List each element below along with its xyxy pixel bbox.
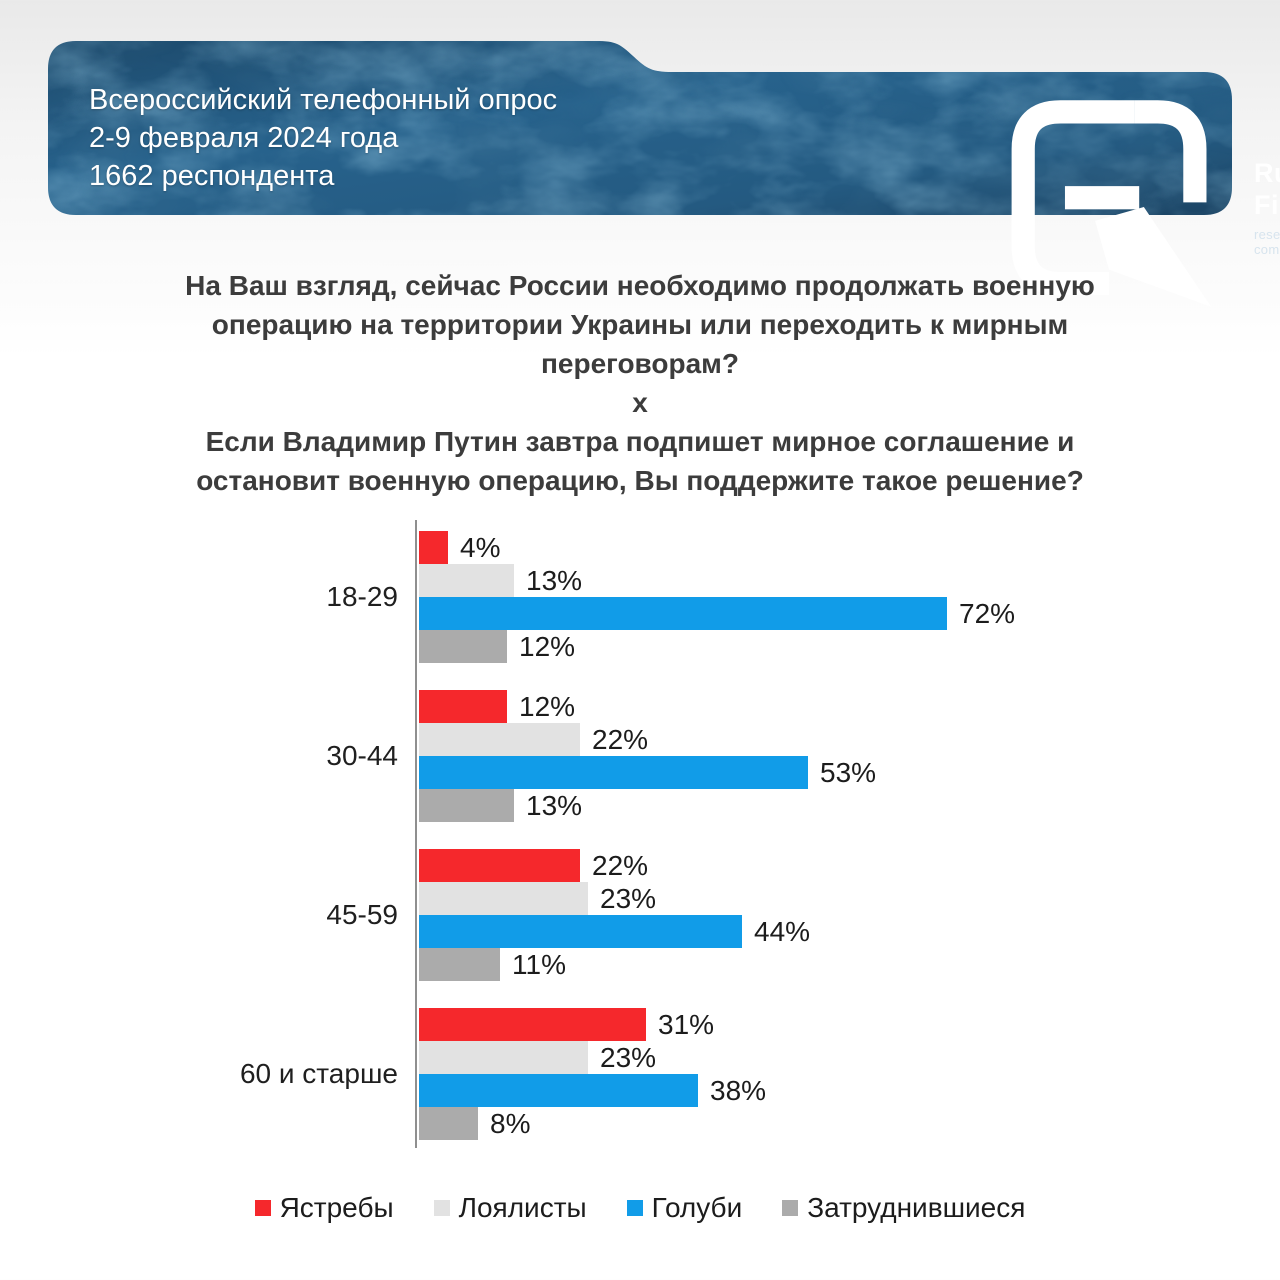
logo-brand-line1: Russian [1254, 158, 1280, 188]
legend-label: Затруднившиеся [807, 1192, 1026, 1223]
category-bars: 22% 23% 44% 11% [419, 849, 810, 981]
bar-value-label: 13% [526, 564, 583, 596]
survey-question: На Ваш взгляд, сейчас России необходимо … [130, 266, 1150, 500]
bar-segment [419, 882, 588, 915]
bar-row: 23% [419, 1041, 766, 1074]
y-axis-line [415, 520, 417, 1148]
bar-value-label: 22% [592, 849, 649, 881]
bar-segment [419, 789, 514, 822]
bar-value-label: 11% [512, 948, 566, 980]
bar-segment [419, 723, 580, 756]
bar-value-label: 53% [820, 756, 877, 788]
legend-swatch-icon [254, 1200, 271, 1216]
header-banner: Всероссийский телефонный опрос 2-9 февра… [48, 41, 1280, 307]
bar-row: 53% [419, 756, 876, 789]
bar-row: 12% [419, 630, 1015, 663]
category-group: 30-44 12% 22% 53% 13% [0, 690, 1280, 822]
legend-label: Лоялисты [458, 1192, 587, 1223]
question-separator: х [632, 387, 648, 418]
bar-segment [419, 756, 808, 789]
bar-segment [419, 849, 580, 882]
survey-title: Всероссийский телефонный опрос [89, 84, 558, 116]
bar-row: 22% [419, 723, 876, 756]
category-bars: 31% 23% 38% 8% [419, 1008, 766, 1140]
question-part-2: Если Владимир Путин завтра подпишет мирн… [196, 426, 1084, 496]
bar-value-label: 72% [959, 597, 1016, 629]
bar-value-label: 38% [710, 1074, 767, 1106]
category-bars: 4% 13% 72% 12% [419, 531, 1015, 663]
bar-value-label: 23% [600, 1041, 657, 1073]
category-label: 60 и старше [239, 1058, 398, 1089]
bar-value-label: 22% [592, 723, 649, 755]
question-part-1: На Ваш взгляд, сейчас России необходимо … [185, 270, 1095, 379]
bar-segment [419, 531, 448, 564]
bar-value-label: 8% [490, 1107, 531, 1139]
bar-row: 12% [419, 690, 876, 723]
bar-segment [419, 915, 742, 948]
bar-row: 8% [419, 1107, 766, 1140]
bar-row: 11% [419, 948, 810, 981]
russian-field-logo: Russian Field research company [1000, 91, 1280, 323]
category-label: 45-59 [326, 899, 398, 930]
bar-segment [419, 564, 514, 597]
bar-value-label: 4% [460, 531, 501, 563]
bar-segment [419, 948, 500, 981]
legend-item: Лоялисты [433, 1192, 587, 1224]
russian-field-monogram-icon [1011, 100, 1212, 307]
category-group: 18-29 4% 13% 72% 12% [0, 531, 1280, 663]
category-label: 18-29 [326, 581, 398, 612]
bar-row: 4% [419, 531, 1015, 564]
bar-segment [419, 630, 507, 663]
bar-row: 31% [419, 1008, 766, 1041]
bar-chart: 18-29 4% 13% 72% 12% 30-44 12% 22% 53% 13% 45-59 22… [0, 531, 1280, 1167]
bar-row: 13% [419, 564, 1015, 597]
bar-value-label: 23% [600, 882, 657, 914]
survey-meta: Всероссийский телефонный опрос 2-9 февра… [89, 81, 557, 195]
bar-row: 23% [419, 882, 810, 915]
survey-respondents: 1662 респондента [89, 160, 335, 192]
legend-swatch-icon [782, 1200, 799, 1216]
bar-row: 13% [419, 789, 876, 822]
bar-segment [419, 597, 947, 630]
bar-row: 72% [419, 597, 1015, 630]
category-group: 60 и старше 31% 23% 38% 8% [0, 1008, 1280, 1140]
bar-value-label: 44% [754, 915, 811, 947]
category-label: 30-44 [326, 740, 398, 771]
legend-label: Ястребы [279, 1192, 394, 1223]
bar-row: 22% [419, 849, 810, 882]
legend-label: Голуби [651, 1192, 743, 1223]
legend-item: Затруднившиеся [782, 1192, 1025, 1224]
bar-row: 44% [419, 915, 810, 948]
bar-segment [419, 1008, 646, 1041]
survey-dates: 2-9 февраля 2024 года [89, 122, 399, 154]
category-group: 45-59 22% 23% 44% 11% [0, 849, 1280, 981]
bar-value-label: 12% [519, 690, 576, 722]
legend-swatch-icon [433, 1200, 450, 1216]
bar-segment [419, 690, 507, 723]
logo-text-block: Russian Field research company [1254, 157, 1280, 257]
category-bars: 12% 22% 53% 13% [419, 690, 876, 822]
bar-segment [419, 1041, 588, 1074]
logo-brand-line2: Field [1254, 190, 1280, 220]
bar-segment [419, 1074, 698, 1107]
legend-item: Голуби [626, 1192, 743, 1224]
bar-row: 38% [419, 1074, 766, 1107]
logo-tagline: research company [1254, 227, 1280, 257]
legend-item: Ястребы [254, 1192, 394, 1224]
legend-swatch-icon [626, 1200, 643, 1216]
bar-value-label: 31% [658, 1008, 715, 1040]
bar-segment [419, 1107, 478, 1140]
legend: Ястребы Лоялисты Голуби Затруднившиеся [0, 1192, 1280, 1224]
bar-value-label: 13% [526, 789, 583, 821]
bar-value-label: 12% [519, 630, 576, 662]
